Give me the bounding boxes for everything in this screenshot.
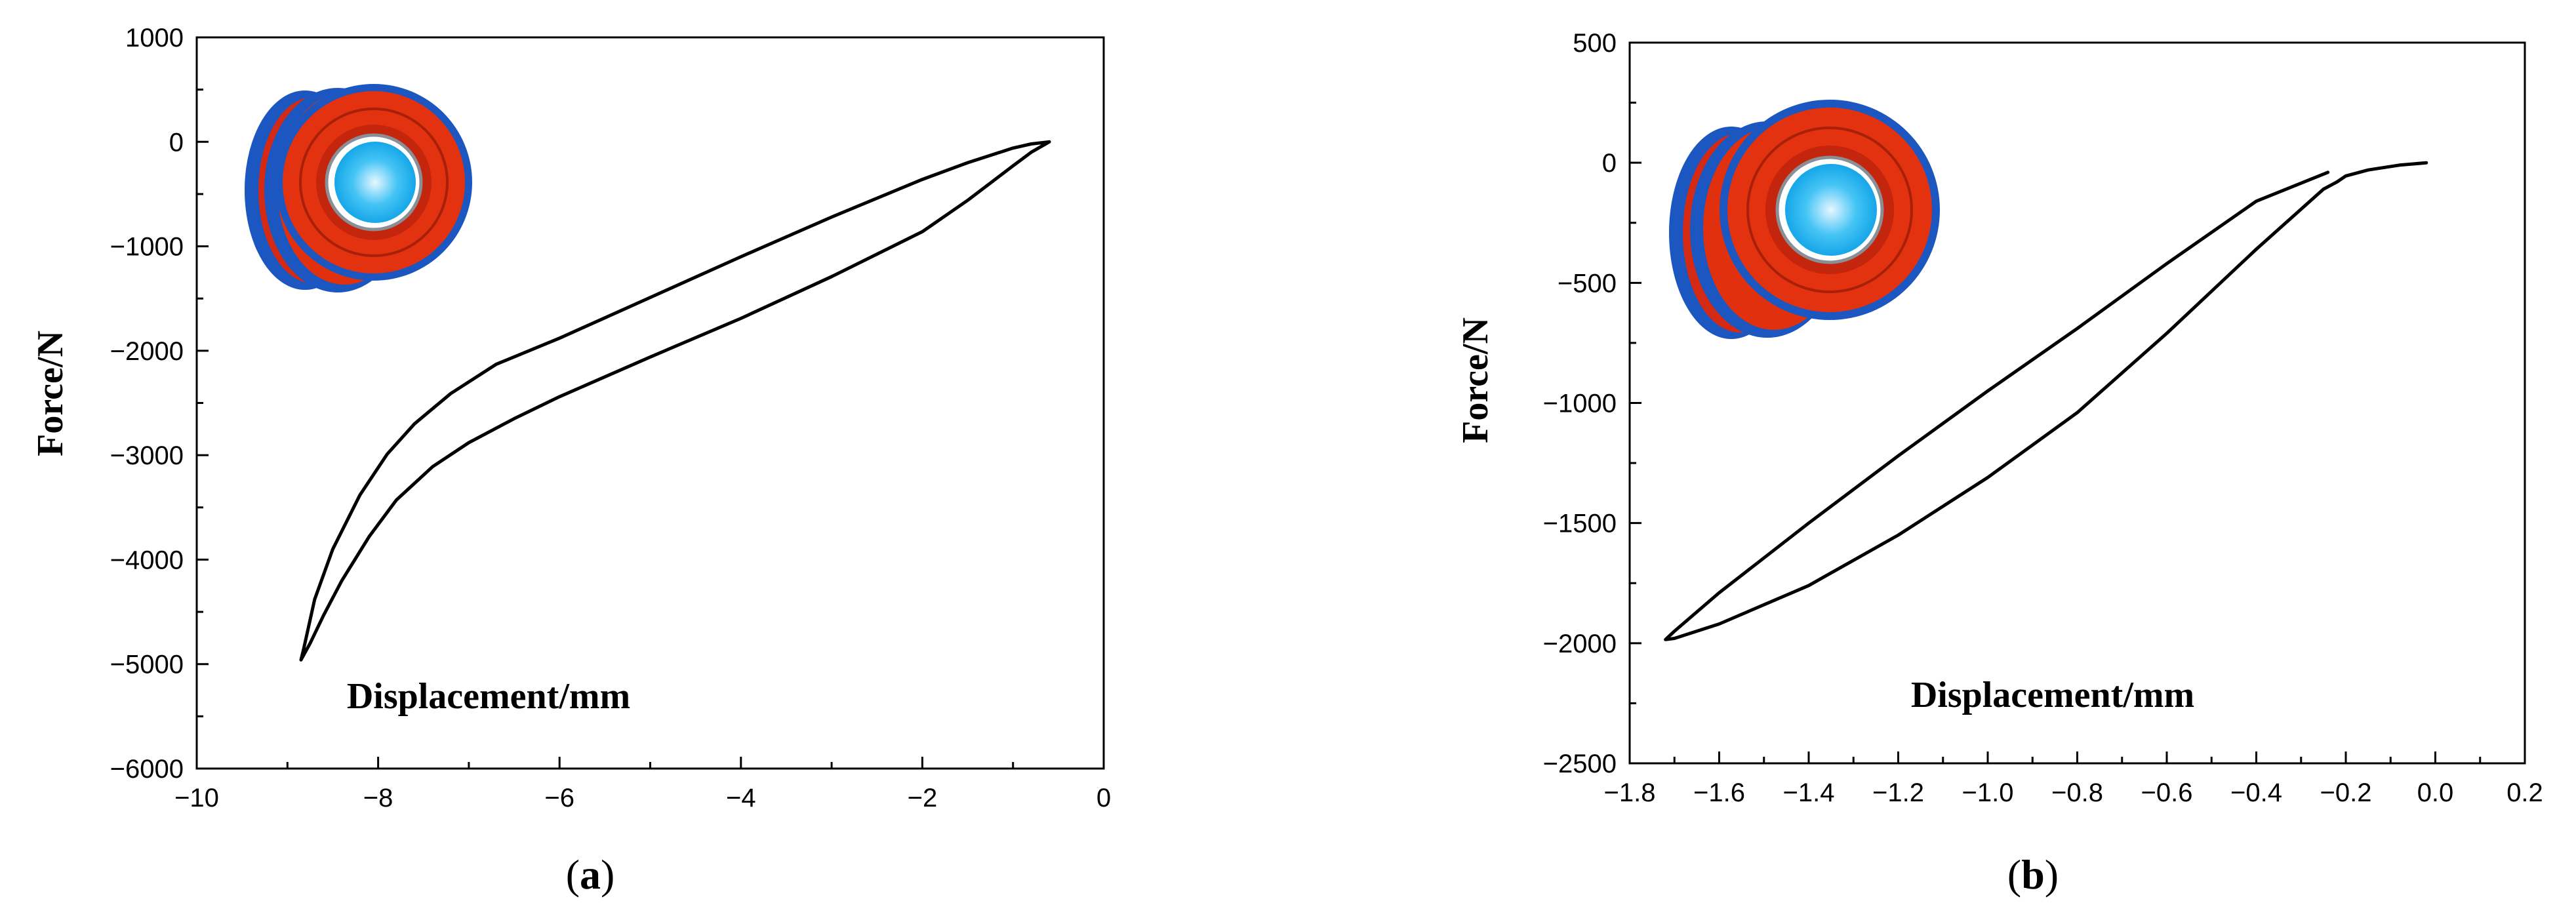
x-tick-label: −0.6 — [2141, 778, 2193, 807]
y-tick-label: −2500 — [1543, 750, 1617, 778]
red-tire-wheel-icon — [245, 84, 472, 292]
x-tick-label: −1.6 — [1693, 778, 1745, 807]
y-tick-label: −1500 — [1543, 510, 1617, 538]
hysteresis-curve — [1664, 161, 2428, 641]
y-tick-label: −6000 — [110, 755, 184, 784]
y-tick-label: −2000 — [1543, 630, 1617, 658]
y-tick-labels: 1000 0 −1000 −2000 −3000 −4000 −5000 −6000 — [110, 24, 184, 784]
series-lines — [1664, 161, 2428, 641]
x-axis-title: Displacement/mm — [347, 676, 630, 717]
y-tick-label: 0 — [169, 128, 184, 157]
x-tick-label: −1.2 — [1872, 778, 1924, 807]
panel-label-a: (a) — [566, 851, 615, 898]
y-tick-label: −500 — [1558, 269, 1617, 298]
x-tick-label: −1.0 — [1962, 778, 2014, 807]
red-tire-wheel-icon — [1669, 100, 1940, 339]
x-tick-label: −0.8 — [2051, 778, 2103, 807]
x-tick-label: 0 — [1097, 784, 1111, 812]
axes — [195, 36, 1105, 770]
x-tick-label: 0.0 — [2417, 778, 2454, 807]
x-tick-label: −8 — [363, 784, 393, 812]
x-tick-label: −2 — [908, 784, 938, 812]
y-tick-label: −3000 — [110, 441, 184, 470]
y-tick-label: −2000 — [110, 337, 184, 366]
y-tick-label: −1000 — [1543, 390, 1617, 418]
chart-panel-a: −10 −8 −6 −4 −2 0 1000 0 −1000 −2000 −3000 −4000 −5… — [30, 24, 1111, 898]
y-tick-label: 1000 — [125, 24, 184, 52]
hysteresis-curve — [299, 140, 1051, 662]
y-tick-label: 0 — [1602, 149, 1617, 178]
x-tick-labels: −10 −8 −6 −4 −2 0 — [174, 784, 1111, 812]
x-tick-label: −6 — [544, 784, 574, 812]
x-tick-label: 0.2 — [2506, 778, 2543, 807]
x-tick-label: −0.4 — [2230, 778, 2282, 807]
y-axis-title: Force/N — [30, 331, 71, 456]
x-axis-title: Displacement/mm — [1911, 675, 2194, 715]
y-tick-labels: 500 0 −500 −1000 −1500 −2000 −2500 — [1543, 29, 1617, 778]
axes — [1628, 41, 2526, 765]
x-tick-labels: −1.8 −1.6 −1.4 −1.2 −1.0 −0.8 −0.6 −0.4 −0.2 0.0 0… — [1604, 778, 2543, 807]
y-tick-label: −5000 — [110, 651, 184, 679]
y-tick-label: −4000 — [110, 546, 184, 574]
x-tick-label: −0.2 — [2320, 778, 2372, 807]
x-tick-label: −10 — [174, 784, 219, 812]
x-tick-label: −1.4 — [1783, 778, 1835, 807]
y-axis-title: Force/N — [1455, 317, 1496, 443]
chart-panel-b: −1.8 −1.6 −1.4 −1.2 −1.0 −0.8 −0.6 −0.4 −0.2 0.0 0… — [1455, 29, 2543, 898]
y-tick-label: −1000 — [110, 233, 184, 262]
y-tick-label: 500 — [1573, 29, 1617, 58]
series-lines — [299, 140, 1051, 662]
panel-label-b: (b) — [2007, 851, 2059, 898]
x-tick-label: −1.8 — [1604, 778, 1656, 807]
x-tick-label: −4 — [726, 784, 756, 812]
